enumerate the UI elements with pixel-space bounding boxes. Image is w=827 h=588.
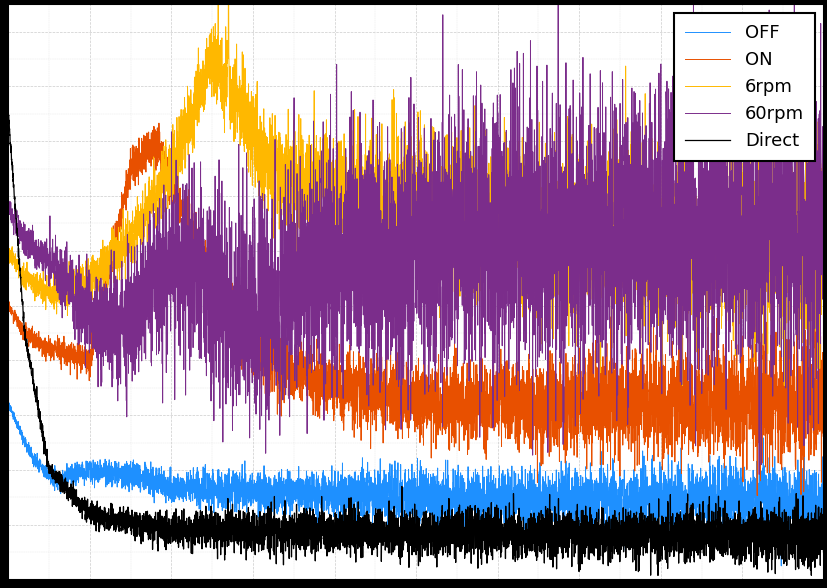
6rpm: [369, 163, 379, 171]
6rpm: [310, 202, 320, 209]
Direct: [193, 526, 203, 533]
ON: [201, 271, 211, 278]
ON: [818, 407, 827, 414]
60rpm: [201, 268, 211, 275]
ON: [752, 492, 762, 499]
ON: [3, 304, 13, 311]
ON: [369, 363, 379, 370]
Line: OFF: OFF: [8, 403, 823, 566]
Direct: [3, 109, 13, 116]
6rpm: [197, 90, 207, 97]
60rpm: [753, 471, 763, 478]
6rpm: [811, 365, 821, 372]
60rpm: [368, 289, 378, 296]
ON: [193, 233, 203, 240]
60rpm: [3, 201, 13, 208]
60rpm: [197, 263, 207, 270]
Line: 6rpm: 6rpm: [8, 0, 823, 386]
6rpm: [201, 76, 211, 83]
60rpm: [310, 250, 320, 257]
Line: 60rpm: 60rpm: [8, 0, 823, 475]
ON: [811, 412, 821, 419]
OFF: [3, 400, 13, 407]
60rpm: [818, 300, 827, 307]
OFF: [193, 469, 203, 476]
Direct: [818, 549, 827, 556]
60rpm: [811, 338, 821, 345]
Direct: [197, 545, 207, 552]
ON: [197, 246, 207, 253]
Direct: [368, 520, 378, 527]
6rpm: [818, 256, 827, 263]
OFF: [310, 486, 320, 493]
OFF: [776, 562, 786, 569]
OFF: [197, 485, 207, 492]
Direct: [201, 520, 211, 527]
OFF: [4, 399, 14, 406]
OFF: [811, 524, 821, 531]
OFF: [818, 512, 827, 519]
Legend: OFF, ON, 6rpm, 60rpm, Direct: OFF, ON, 6rpm, 60rpm, Direct: [674, 13, 814, 161]
6rpm: [193, 85, 203, 92]
Direct: [811, 542, 821, 549]
Direct: [310, 523, 320, 530]
6rpm: [3, 247, 13, 254]
Line: Direct: Direct: [8, 112, 823, 576]
60rpm: [193, 273, 203, 280]
6rpm: [676, 382, 686, 389]
OFF: [201, 492, 211, 499]
Direct: [653, 572, 662, 579]
OFF: [369, 498, 379, 505]
Line: ON: ON: [8, 123, 823, 496]
ON: [310, 372, 320, 379]
ON: [154, 119, 164, 126]
